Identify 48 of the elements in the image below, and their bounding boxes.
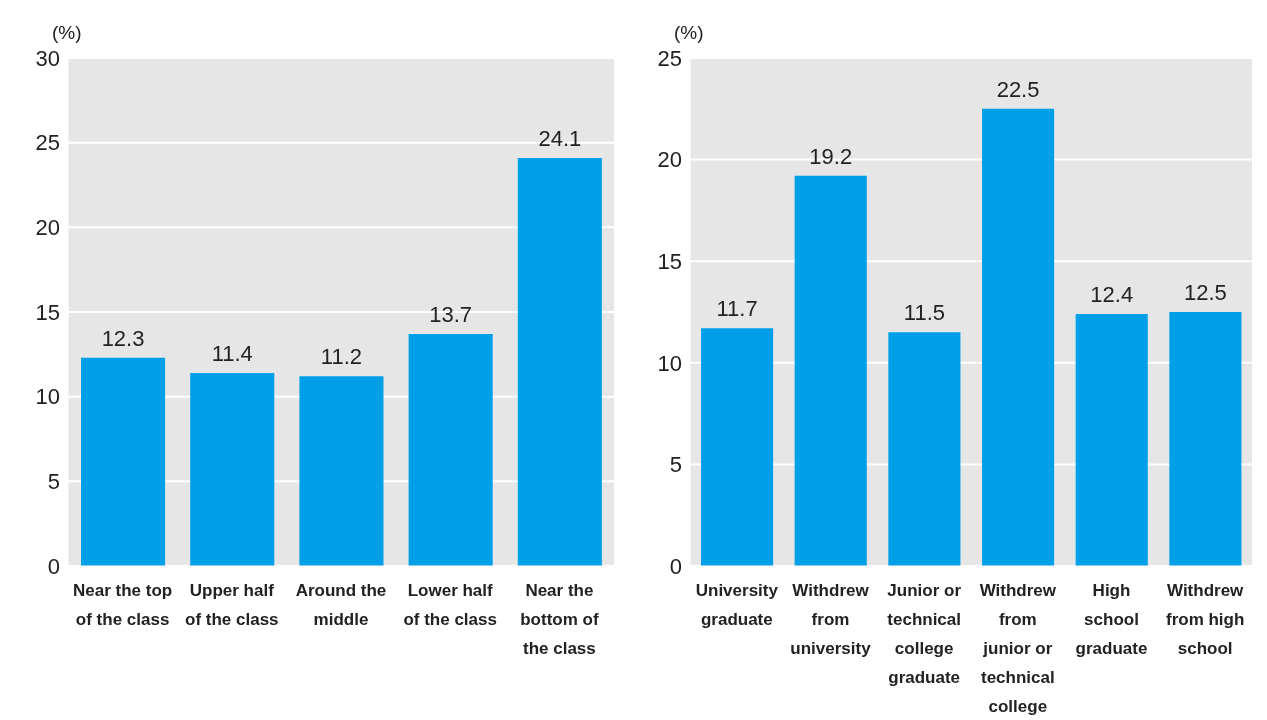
bar — [81, 357, 166, 566]
data-label: 24.1 — [538, 125, 582, 151]
y-tick-label: 0 — [47, 553, 60, 579]
data-label: 13.7 — [429, 302, 473, 328]
data-label: 12.3 — [101, 325, 145, 351]
y-tick-label: 5 — [47, 469, 60, 495]
data-label: 11.5 — [903, 300, 945, 326]
bar — [190, 372, 275, 566]
bar — [408, 334, 493, 566]
y-tick-label: 5 — [669, 452, 682, 478]
data-label: 22.5 — [996, 76, 1040, 102]
x-tick-label: High school graduate — [1075, 581, 1148, 658]
y-tick-label: 30 — [35, 45, 60, 71]
y-tick-label: 25 — [657, 45, 682, 71]
x-tick-label: Withdrew from high school — [1165, 581, 1245, 658]
x-tick-label: Near the top of the class — [73, 581, 173, 629]
y-tick-label: 20 — [657, 147, 682, 173]
y-tick-label: 15 — [35, 299, 60, 325]
y-tick-label: 25 — [35, 130, 60, 156]
x-tick-label: Lower half of the class — [403, 581, 497, 629]
data-label: 19.2 — [809, 143, 853, 169]
x-tick-label: Upper half of the class — [185, 581, 279, 629]
y-tick-label: 20 — [35, 215, 60, 241]
data-label: 11.2 — [320, 344, 363, 370]
y-tick-label: 10 — [35, 384, 60, 410]
data-label: 12.5 — [1183, 280, 1227, 305]
x-tick-label: Near the bottom of the class — [520, 581, 599, 658]
data-label: 11.4 — [211, 340, 253, 366]
x-tick-label: Withdrew from university — [790, 581, 872, 658]
bar — [299, 376, 384, 566]
x-tick-label: Around the middle — [295, 581, 387, 629]
x-tick-label: University graduate — [695, 581, 779, 629]
x-tick-label: Junior or technical college graduate — [887, 581, 962, 687]
y-axis-title: (%) — [52, 22, 82, 44]
bar — [1169, 312, 1242, 566]
bar — [1075, 314, 1148, 566]
data-label: 11.7 — [716, 296, 758, 322]
y-axis-title: (%) — [674, 22, 704, 44]
y-tick-label: 10 — [657, 350, 682, 376]
y-tick-label: 15 — [657, 249, 682, 275]
x-tick-label: Withdrew from junior or technical college — [979, 581, 1057, 716]
bar — [982, 108, 1055, 566]
bar — [701, 328, 774, 566]
bar — [517, 157, 602, 566]
bar — [794, 175, 867, 566]
bar — [888, 332, 961, 566]
data-label: 12.4 — [1090, 282, 1134, 308]
y-tick-label: 0 — [669, 553, 682, 579]
